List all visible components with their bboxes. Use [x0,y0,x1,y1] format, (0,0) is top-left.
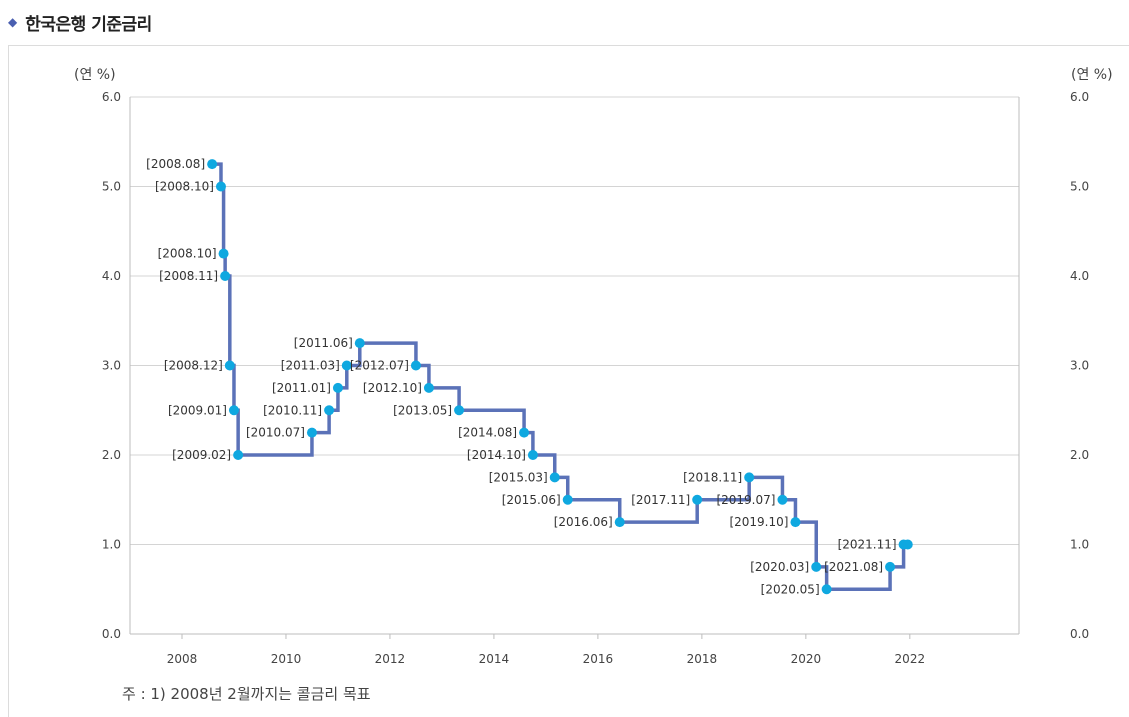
y-tick-right: 6.0 [1070,90,1089,104]
data-label: [2015.03] [489,470,548,484]
data-point [233,450,244,460]
data-label: [2016.06] [554,515,613,529]
data-point [306,427,317,438]
data-label: [2018.11] [683,470,742,484]
data-point [902,539,913,550]
y-tick-left: 1.0 [102,538,121,552]
data-label: [2020.05] [761,582,820,596]
data-label: [2012.10] [363,381,422,395]
data-label: [2017.11] [631,493,690,507]
y-tick-right: 2.0 [1070,448,1089,462]
data-label: [2011.01] [272,381,331,395]
data-label: [2008.10] [155,180,214,194]
data-label: [2008.11] [159,269,218,283]
data-label: [2008.10] [158,247,217,261]
data-point [324,405,335,416]
x-tick-label: 2020 [791,652,822,666]
y-tick-left: 4.0 [102,269,121,283]
chart-header: ◆ 한국은행 기준금리 [8,8,152,36]
axis-layer: 0.0 1.0 2.0 3.0 4.0 5.0 6.0 0.0 1.0 2.0 3.0 4.0 5.0 6… [102,90,1089,666]
data-point [614,517,625,528]
diamond-icon: ◆ [8,15,18,29]
left-axis-unit: (연 %) [74,67,116,83]
data-label: [2015.06] [502,493,561,507]
data-label: [2019.10] [729,515,788,529]
data-point [811,561,822,572]
label-layer: [2008.08] [2008.10] [2008.10] [2008.11] [200… [146,157,896,596]
data-point [341,360,352,371]
x-tick-label: 2016 [583,652,614,666]
x-tick-label: 2022 [895,652,926,666]
y-tick-right: 1.0 [1070,538,1089,552]
data-label: [2020.03] [750,560,809,574]
data-point [777,494,788,505]
data-point [790,517,801,528]
x-tick-label: 2018 [687,652,718,666]
data-label: [2009.02] [172,448,231,462]
data-label: [2011.03] [281,359,340,373]
point-layer [207,159,913,595]
y-tick-left: 6.0 [102,90,121,104]
data-point [744,472,755,483]
y-tick-left: 3.0 [102,359,121,373]
data-label: [2009.01] [168,403,227,417]
data-point [821,584,832,595]
y-tick-right: 3.0 [1070,359,1089,373]
data-point [519,427,530,438]
footnote: 주 : 1) 2008년 2월까지는 콜금리 목표 [122,685,371,703]
x-tick-label: 2008 [167,652,198,666]
data-label: [2008.12] [164,359,223,373]
data-point [228,405,239,416]
data-point [454,405,465,416]
data-point [562,494,573,505]
data-label: [2021.11] [838,538,897,552]
right-axis-unit: (연 %) [1071,67,1113,83]
data-point [885,561,896,572]
data-point [207,159,218,170]
x-tick-label: 2010 [271,652,302,666]
data-label: [2013.05] [393,403,452,417]
data-point [423,382,434,393]
y-tick-right: 5.0 [1070,180,1089,194]
data-label: [2019.07] [716,493,775,507]
data-label: [2010.11] [263,403,322,417]
data-label: [2021.08] [824,560,883,574]
y-tick-right: 4.0 [1070,269,1089,283]
data-point [218,248,229,259]
data-label: [2014.08] [458,426,517,440]
data-label: [2011.06] [294,336,353,350]
data-label: [2012.07] [350,359,409,373]
data-point [692,494,703,505]
data-point [549,472,560,483]
data-point [215,181,226,192]
x-tick-label: 2012 [375,652,406,666]
data-point [527,450,538,460]
data-label: [2014.10] [467,448,526,462]
data-point [332,382,343,393]
y-tick-right: 0.0 [1070,627,1089,641]
data-point [220,271,231,281]
y-tick-left: 5.0 [102,180,121,194]
chart-title: 한국은행 기준금리 [25,14,152,35]
data-point [224,360,235,371]
y-tick-left: 0.0 [102,627,121,641]
chart-panel [8,45,1129,717]
data-label: [2010.07] [246,426,305,440]
y-tick-left: 2.0 [102,448,121,462]
x-tick-label: 2014 [479,652,510,666]
data-label: [2008.08] [146,157,205,171]
data-point [354,338,365,349]
data-point [410,360,421,371]
grid-layer [130,96,1019,635]
